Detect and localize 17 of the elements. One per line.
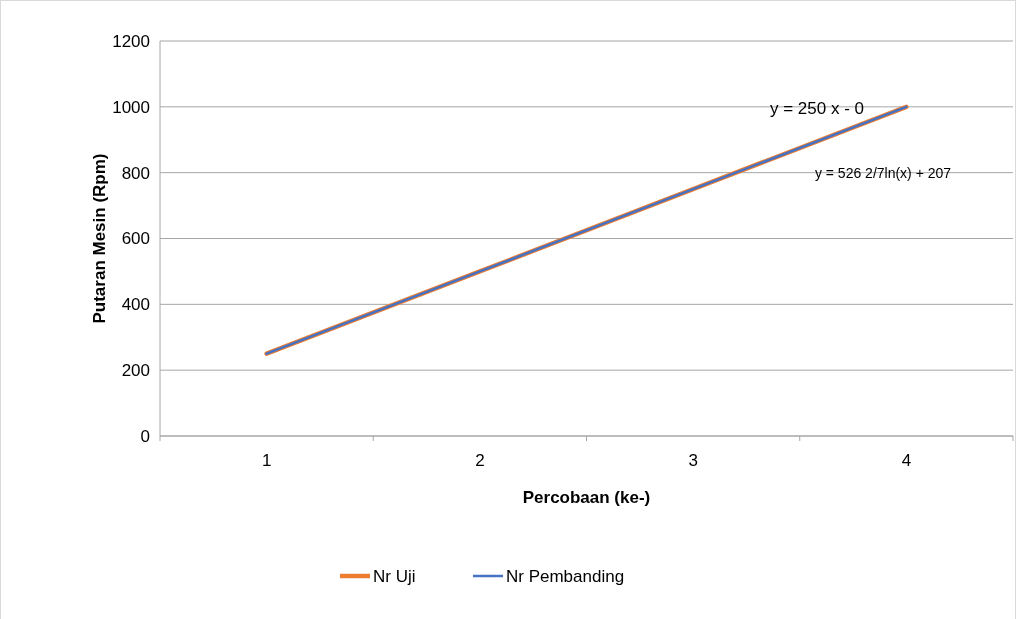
x-tick-label: 2: [475, 451, 485, 470]
y-axis-title: Putaran Mesin (Rpm): [90, 153, 109, 324]
x-tick-label: 1: [261, 451, 272, 470]
y-tick-label: 400: [121, 295, 150, 315]
annotation: y = 250 x - 0: [769, 99, 865, 118]
legend-label: Nr Uji: [373, 566, 416, 586]
x-tick-label: 3: [688, 451, 698, 470]
y-tick-label: 800: [121, 163, 150, 183]
legend-label: Nr Pembanding: [506, 566, 625, 586]
y-tick-label: 600: [121, 229, 150, 249]
annotation: y = 526 2/7ln(x) + 207: [814, 165, 952, 181]
y-tick-label: 200: [121, 361, 150, 381]
x-tick-label: 4: [901, 451, 912, 470]
x-axis-title: Percobaan (ke-): [522, 488, 651, 507]
y-tick-label: 1000: [112, 97, 150, 117]
y-tick-label: 1200: [112, 31, 150, 51]
y-tick-label: 0: [140, 426, 150, 446]
